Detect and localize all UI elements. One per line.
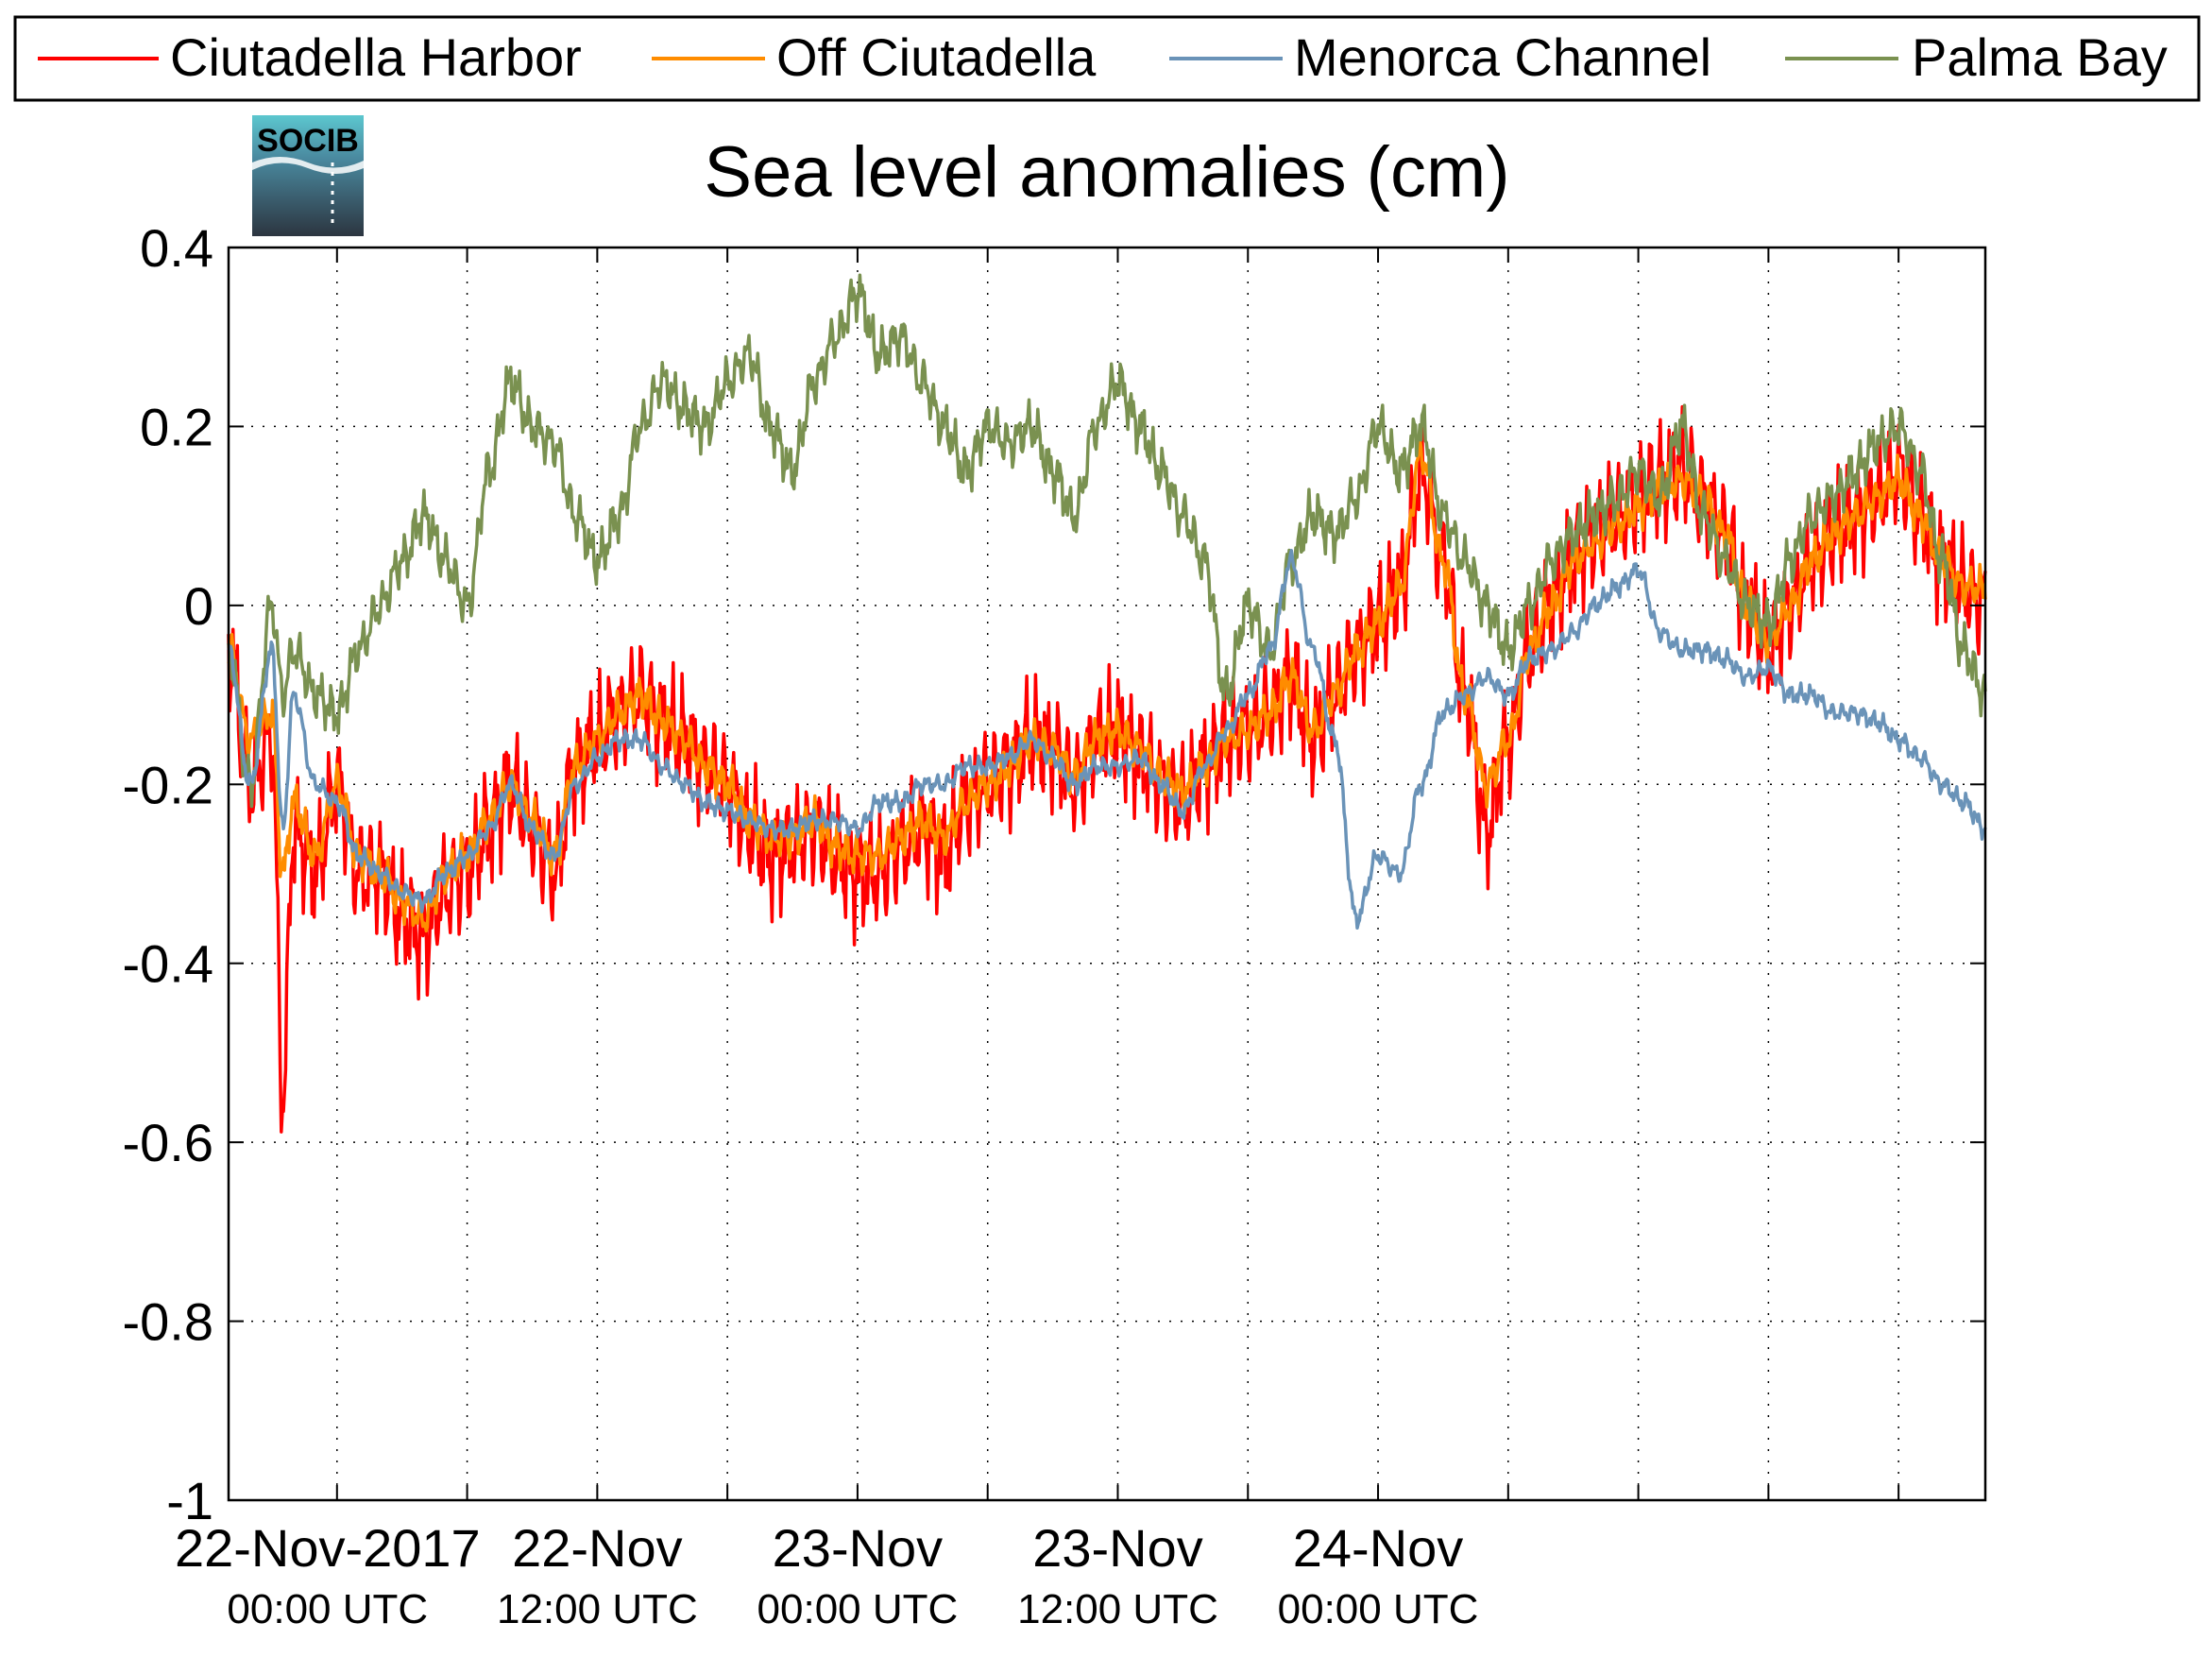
chart-title: Sea level anomalies (cm) [704, 132, 1509, 213]
legend-label-off-ciutadella: Off Ciutadella [776, 27, 1097, 87]
x-tick-label-time: 00:00 UTC [227, 1586, 428, 1632]
x-tick-label-date: 23-Nov [1032, 1518, 1203, 1578]
y-tick-label: -0.4 [123, 934, 214, 994]
y-tick-label: 0.4 [140, 218, 213, 278]
plot-frame [227, 246, 1987, 1502]
socib-logo-block [252, 115, 364, 236]
series-line-palma-bay [227, 273, 1987, 809]
legend-label-menorca-channel: Menorca Channel [1294, 27, 1711, 87]
x-tick-label-date: 22-Nov-2017 [175, 1518, 481, 1578]
series-line-menorca-channel [227, 548, 1987, 931]
x-tick-label-time: 12:00 UTC [1017, 1586, 1218, 1632]
series-line-ciutadella-harbor [227, 404, 1987, 1134]
socib-logo-wave [252, 157, 364, 174]
x-axis: 22-Nov-2017 00:00 UTC 22-Nov 12:00 UTC 23-No… [175, 248, 1900, 1632]
y-tick-label: -0.8 [123, 1292, 214, 1352]
x-tick-label-date: 22-Nov [512, 1518, 683, 1578]
series-layer [227, 273, 1987, 1134]
legend-label-palma-bay: Palma Bay [1912, 27, 2168, 87]
y-tick-label: -0.2 [123, 755, 214, 814]
x-tick-label-date: 24-Nov [1293, 1518, 1464, 1578]
x-tick-label-date: 23-Nov [773, 1518, 944, 1578]
x-tick-label-time: 00:00 UTC [1278, 1586, 1479, 1632]
socib-logo-text: SOCIB [257, 123, 359, 159]
y-tick-label: 0.2 [140, 397, 213, 456]
y-axis: 0.4 0.2 0 -0.2 -0.4 -0.6 -0.8 -1 [123, 218, 1985, 1530]
socib-logo: SOCIB [252, 115, 364, 236]
legend: Ciutadella Harbor Off Ciutadella Menorca… [13, 15, 2201, 102]
x-tick-label-time: 12:00 UTC [497, 1586, 698, 1632]
y-tick-label: 0 [184, 576, 213, 636]
y-tick-label: -1 [166, 1471, 213, 1530]
legend-label-ciutadella-harbor: Ciutadella Harbor [170, 27, 582, 87]
x-tick-label-time: 00:00 UTC [757, 1586, 959, 1632]
y-tick-label: -0.6 [123, 1113, 214, 1172]
